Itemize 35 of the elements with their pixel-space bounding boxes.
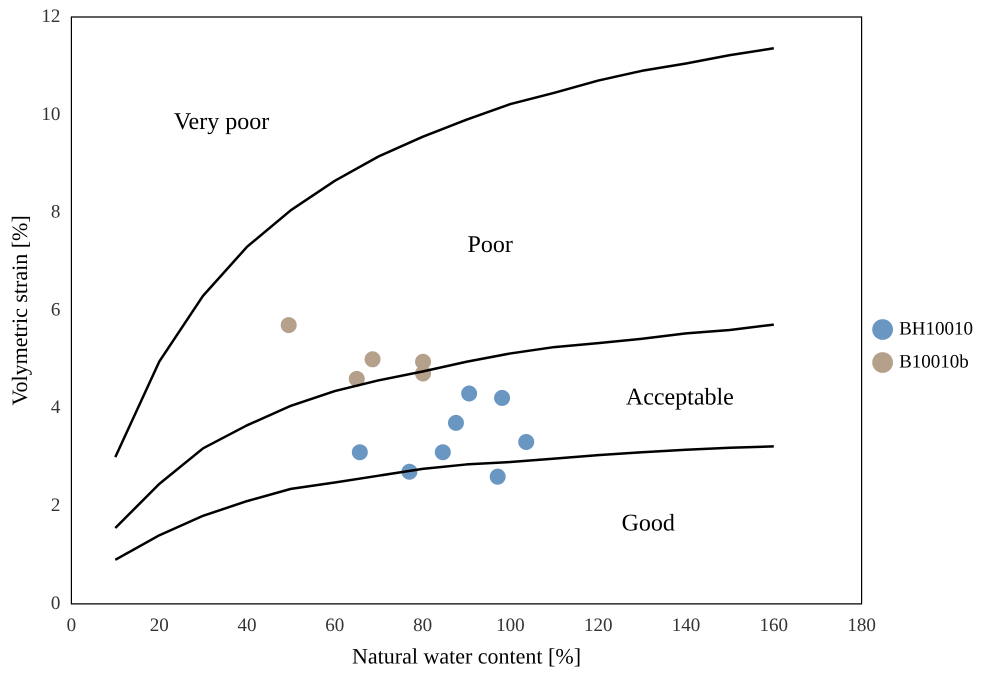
point bbox=[348, 370, 365, 387]
point bbox=[461, 386, 478, 402]
point bbox=[448, 414, 464, 431]
y-tick-label: 12 bbox=[41, 6, 60, 27]
x-tick-label: 40 bbox=[238, 615, 256, 636]
x-tick-label: 160 bbox=[760, 615, 788, 636]
point bbox=[490, 468, 506, 485]
annotation: Good bbox=[622, 510, 675, 536]
annotation: Poor bbox=[468, 232, 513, 258]
x-tick-label: 140 bbox=[672, 615, 700, 636]
point bbox=[352, 444, 368, 460]
annotation: Acceptable bbox=[626, 384, 734, 411]
y-tick-label: 4 bbox=[50, 397, 61, 418]
annotation: Very poor bbox=[174, 108, 270, 135]
point bbox=[434, 444, 451, 460]
x-tick-label: 120 bbox=[584, 615, 612, 636]
x-tick-label: 180 bbox=[847, 615, 876, 636]
x-axis-title: Natural water content [%] bbox=[352, 644, 582, 669]
y-tick-label: 8 bbox=[50, 202, 60, 223]
x-tick-label: 80 bbox=[413, 615, 432, 636]
x-tick-label: 60 bbox=[325, 615, 344, 636]
point bbox=[364, 351, 381, 368]
point bbox=[280, 317, 297, 334]
y-tick-label: 6 bbox=[50, 299, 60, 320]
x-tick-label: 20 bbox=[150, 615, 169, 636]
x-tick-label: 100 bbox=[496, 615, 525, 636]
y-tick-label: 0 bbox=[50, 592, 60, 614]
x-tick-label: 0 bbox=[66, 615, 76, 636]
y-axis-title: Volymetric strain [%] bbox=[6, 215, 32, 406]
point bbox=[494, 390, 510, 406]
y-tick-label: 2 bbox=[50, 494, 60, 516]
y-tick-label: 10 bbox=[41, 104, 60, 125]
point bbox=[518, 434, 534, 450]
legend-label: B10010b bbox=[899, 351, 969, 372]
legend-label: BH10010 bbox=[899, 318, 974, 340]
